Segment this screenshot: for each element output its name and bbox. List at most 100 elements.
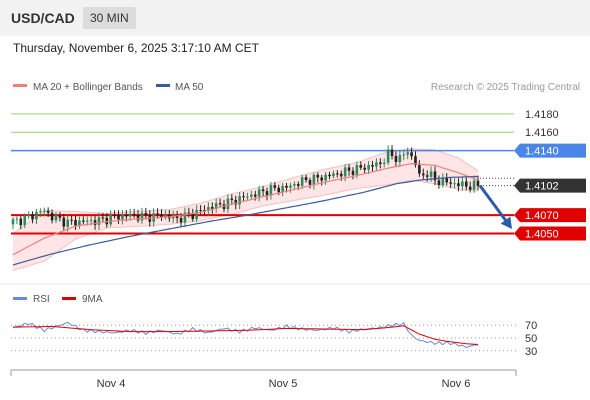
candle-body [160,214,163,218]
candle-body [39,211,42,213]
x-axis-label: Nov 6 [442,378,471,390]
level-tag-1.4050 [514,226,586,241]
candle-body [332,173,335,177]
candle-body [62,217,66,227]
candle-body [238,196,241,205]
candle-body [269,185,273,196]
rsi-level-label-30: 30 [525,346,537,358]
candle-body [390,149,394,156]
candle-body [421,173,425,176]
candle-body [11,219,15,225]
candle-body [429,171,433,177]
candle-body [93,220,97,225]
rsi-level-label-70: 70 [525,320,537,332]
candle-body [457,183,460,187]
candle-body [195,209,198,220]
candle-body [398,155,402,163]
candle-body [156,213,159,215]
candle-body [300,177,304,186]
candle-body [15,218,19,220]
timestamp: Thursday, November 6, 2025 3:17:10 AM CE… [13,41,259,55]
candle-body [265,191,269,196]
timeframe-badge[interactable]: 30 MIN [83,7,136,29]
candle-body [351,170,355,175]
candle-body [281,185,284,193]
candle-body [453,183,456,185]
candle-body [19,218,23,226]
candle-body [355,165,359,175]
candle-body [183,212,187,223]
candle-body [293,184,296,186]
candle-body [296,184,300,186]
candle-body [132,213,136,215]
candle-body [418,165,421,174]
level-label-1.4050: 1.4050 [525,229,559,241]
candle-body [425,175,429,177]
candle-body [230,198,234,200]
x-axis-label: Nov 5 [269,378,298,390]
candle-body [394,155,398,163]
candle-body [191,213,195,220]
candle-body [468,186,472,190]
rsi-ma-line [13,325,479,345]
candle-body [179,218,183,223]
candle-body [476,180,480,187]
last-price-tag [514,178,586,193]
candle-body [320,177,323,181]
rsi-line [12,321,479,348]
ma50-legend-swatch [156,84,170,87]
candle-body [85,220,89,222]
candle-body [54,215,58,221]
candle-body [336,173,339,175]
candle-body [375,162,378,167]
candle-body [128,213,132,217]
candle-body [273,185,277,188]
last-price-label: 1.4102 [525,181,559,193]
candle-body [210,206,214,209]
candle-body [140,212,144,221]
candle-body [261,189,265,192]
ma20-line [12,162,479,256]
candle-body [461,181,464,187]
candle-body [312,174,316,185]
rsi-level-label-50: 50 [525,333,537,345]
rsi-ma-legend-label: 9MA [82,294,103,305]
candle-body [23,216,27,226]
level-label-1.4180: 1.4180 [525,109,559,121]
candle-body [214,203,218,209]
candle-body [253,194,257,197]
candle-body [187,212,191,214]
candle-body [285,185,288,188]
candle-body [74,219,77,226]
candle-body [175,215,179,219]
candle-body [66,219,70,227]
candle-body [125,214,128,217]
candle-body [386,149,390,163]
candle-body [35,211,38,220]
candle-body [113,215,116,217]
rsi-legend-label: RSI [33,294,50,305]
candle-body [234,199,238,205]
candle-body [203,210,206,212]
candle-body [136,214,140,221]
candle-body [58,215,62,218]
candle-body [472,180,476,190]
candle-body [242,196,245,198]
ma50-legend-label: MA 50 [175,82,204,93]
header-bar: USD/CAD 30 MIN [0,0,590,36]
level-label-1.4070: 1.4070 [525,210,559,222]
price-labels: 1.4180 1.4160 1.4140 1.4070 1.4050 1.4102 [514,109,586,241]
candle-body [316,174,320,178]
candle-body [289,185,292,188]
candle-body [97,217,101,225]
candle-body [437,180,441,186]
ma20-legend-label: MA 20 + Bollinger Bands [33,82,143,93]
level-label-1.4140: 1.4140 [525,146,559,158]
candle-body [78,220,81,226]
candle-body [359,165,363,168]
rsi-legend-swatch [13,297,27,300]
candle-body [207,206,210,211]
candle-body [406,152,409,155]
candle-body [441,178,445,186]
